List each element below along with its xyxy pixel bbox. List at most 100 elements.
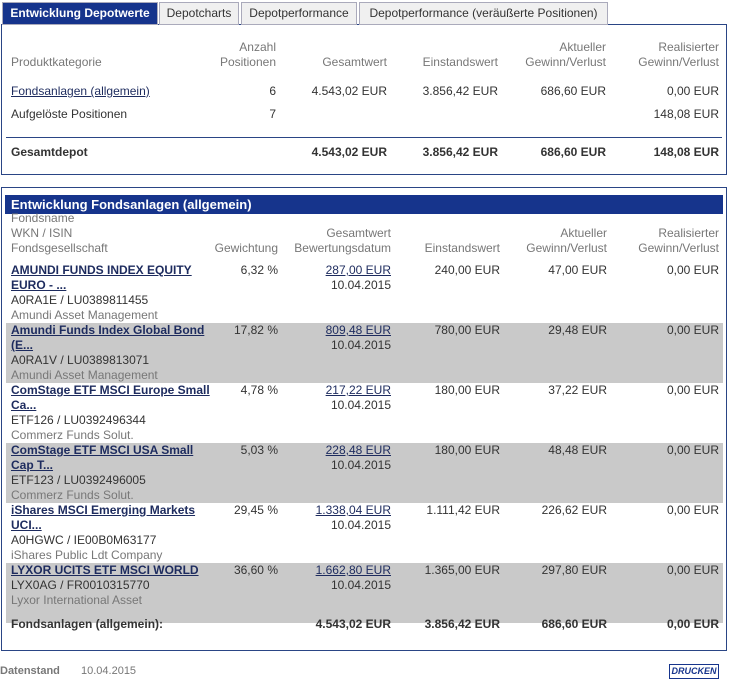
summary-cell: Aufgelöste Positionen	[11, 107, 128, 121]
fund-realized: 0,00 EUR	[666, 323, 719, 337]
funds-title: Entwicklung Fondsanlagen (allgemein)	[11, 197, 252, 212]
funds-total: 686,60 EUR	[541, 617, 607, 631]
funds-title-bar	[5, 195, 723, 214]
summary-cell: 686,60 EUR	[540, 84, 606, 98]
print-button[interactable]: DRUCKEN	[669, 664, 719, 679]
fund-weight: 6,32 %	[240, 263, 278, 277]
fund-ids: A0RA1V / LU0389813071	[11, 353, 150, 367]
fund-value-link[interactable]: 217,22 EUR	[325, 383, 391, 397]
fund-gain: 37,22 EUR	[548, 383, 607, 397]
funds-header: Realisierter	[658, 226, 719, 240]
funds-total: 3.856,42 EUR	[424, 617, 500, 631]
fund-realized: 0,00 EUR	[666, 383, 719, 397]
fund-ids: LYX0AG / FR0010315770	[11, 578, 150, 592]
row-bg	[6, 563, 723, 623]
summary-header: Produktkategorie	[11, 55, 102, 69]
summary-header: Positionen	[219, 55, 276, 69]
fund-realized: 0,00 EUR	[666, 443, 719, 457]
fund-value-link[interactable]: 287,00 EUR	[325, 263, 391, 277]
summary-total-line	[6, 137, 722, 138]
funds-header: Aktueller	[560, 226, 607, 240]
funds-header: Gewichtung	[214, 241, 278, 255]
fund-name-link[interactable]: ComStage ETF MSCI Europe Small Ca...	[11, 383, 210, 412]
summary-header: Anzahl	[239, 40, 276, 54]
fund-ids: A0RA1E / LU0389811455	[11, 293, 149, 307]
fund-date: 10.04.2015	[330, 458, 391, 472]
fund-name-link[interactable]: LYXOR UCITS ETF MSCI WORLD	[11, 563, 199, 577]
fund-value-link[interactable]: 1.662,80 EUR	[315, 563, 391, 577]
funds-header: Gewinn/Verlust	[526, 241, 607, 255]
row-bg	[6, 323, 723, 383]
fund-company: iShares Public Ldt Company	[11, 548, 163, 562]
funds-total: 4.543,02 EUR	[315, 617, 391, 631]
summary-cell: 4.543,02 EUR	[311, 84, 387, 98]
fund-cost: 1.111,42 EUR	[426, 503, 500, 517]
funds-header: WKN / ISIN	[11, 226, 73, 240]
fund-company: Commerz Funds Solut.	[11, 488, 134, 502]
summary-cell: 6	[269, 84, 276, 98]
funds-box	[1, 187, 727, 651]
funds-total: 0,00 EUR	[666, 617, 719, 631]
fund-company: Amundi Asset Management	[11, 368, 158, 382]
fund-company: Amundi Asset Management	[11, 308, 158, 322]
funds-total-label: Fondsanlagen (allgemein):	[11, 617, 164, 631]
fund-name-link[interactable]: AMUNDI FUNDS INDEX EQUITY EURO - ...	[11, 263, 192, 292]
fund-realized: 0,00 EUR	[666, 563, 719, 577]
summary-total: Gesamtdepot	[11, 145, 88, 159]
funds-header: Bewertungsdatum	[294, 241, 391, 255]
fund-cost: 180,00 EUR	[434, 443, 500, 457]
fund-value-link[interactable]: 809,48 EUR	[325, 323, 391, 337]
fund-weight: 5,03 %	[240, 443, 278, 457]
tab[interactable]: Depotperformance (veräußerte Positionen)	[359, 2, 608, 25]
funds-header: Fondsgesellschaft	[11, 241, 108, 255]
fund-name-link[interactable]: iShares MSCI Emerging Markets UCI...	[11, 503, 196, 532]
summary-cell: 7	[269, 107, 276, 121]
fund-ids: ETF126 / LU0392496344	[11, 413, 146, 427]
fund-gain: 29,48 EUR	[548, 323, 607, 337]
summary-cell: 0,00 EUR	[666, 84, 719, 98]
fund-date: 10.04.2015	[330, 278, 391, 292]
fund-date: 10.04.2015	[330, 518, 391, 532]
funds-header: Gesamtwert	[326, 226, 391, 240]
funds-header: Fondsname	[11, 211, 75, 225]
fund-ids: ETF123 / LU0392496005	[11, 473, 146, 487]
fund-gain: 48,48 EUR	[548, 443, 607, 457]
fund-cost: 780,00 EUR	[434, 323, 500, 337]
tab[interactable]: Entwicklung Depotwerte	[2, 2, 158, 25]
category-link[interactable]: Fondsanlagen (allgemein)	[11, 84, 150, 98]
footer-label: Datenstand	[0, 665, 60, 677]
summary-total: 148,08 EUR	[653, 145, 719, 159]
summary-cell: 3.856,42 EUR	[422, 84, 498, 98]
fund-realized: 0,00 EUR	[666, 503, 719, 517]
footer-date: 10.04.2015	[81, 665, 137, 677]
fund-value-link[interactable]: 228,48 EUR	[325, 443, 391, 457]
fund-date: 10.04.2015	[330, 578, 391, 592]
fund-name-link[interactable]: Amundi Funds Index Global Bond (E...	[11, 323, 205, 352]
summary-cell: 148,08 EUR	[653, 107, 719, 121]
fund-value-link[interactable]: 1.338,04 EUR	[315, 503, 391, 517]
summary-total: 3.856,42 EUR	[422, 145, 498, 159]
row-bg	[6, 443, 723, 503]
fund-company: Lyxor International Asset	[11, 593, 142, 607]
fund-weight: 36,60 %	[233, 563, 278, 577]
summary-header: Gewinn/Verlust	[525, 55, 606, 69]
fund-cost: 240,00 EUR	[434, 263, 500, 277]
fund-weight: 4,78 %	[240, 383, 278, 397]
fund-realized: 0,00 EUR	[666, 263, 719, 277]
tab[interactable]: Depotcharts	[159, 2, 239, 25]
summary-header: Realisierter	[658, 40, 719, 54]
funds-header: Einstandswert	[424, 241, 500, 255]
fund-name-link[interactable]: ComStage ETF MSCI USA Small Cap T...	[11, 443, 194, 472]
fund-ids: A0HGWC / IE00B0M63177	[11, 533, 157, 547]
fund-gain: 47,00 EUR	[548, 263, 607, 277]
tab[interactable]: Depotperformance	[241, 2, 357, 25]
funds-header: Gewinn/Verlust	[638, 241, 719, 255]
summary-header: Gewinn/Verlust	[638, 55, 719, 69]
fund-date: 10.04.2015	[330, 398, 391, 412]
fund-cost: 1.365,00 EUR	[424, 563, 500, 577]
fund-gain: 226,62 EUR	[541, 503, 607, 517]
fund-weight: 29,45 %	[233, 503, 278, 517]
summary-total: 686,60 EUR	[540, 145, 606, 159]
summary-header: Einstandswert	[422, 55, 498, 69]
